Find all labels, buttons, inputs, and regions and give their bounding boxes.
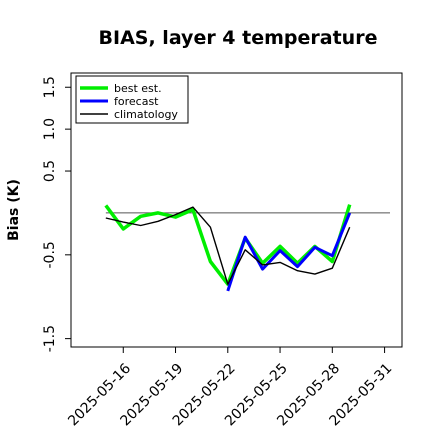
y-tick-label: 0.5 — [42, 160, 58, 182]
series-line-climatology — [105, 206, 351, 285]
series-line-forecast — [226, 212, 352, 292]
legend-label: climatology — [114, 108, 178, 121]
legend-label: best est. — [114, 82, 162, 95]
y-tick-label: 1.5 — [42, 76, 58, 98]
series-line-best-est — [104, 204, 352, 286]
legend-label: forecast — [114, 95, 159, 108]
y-tick-label: 1.0 — [42, 118, 58, 140]
y-axis-label: Bias (K) — [6, 179, 22, 241]
plot-area — [70, 72, 403, 348]
chart-title: BIAS, layer 4 temperature — [99, 27, 378, 49]
y-tick-label: -0.5 — [42, 241, 58, 268]
y-tick-label: -1.5 — [42, 325, 58, 352]
